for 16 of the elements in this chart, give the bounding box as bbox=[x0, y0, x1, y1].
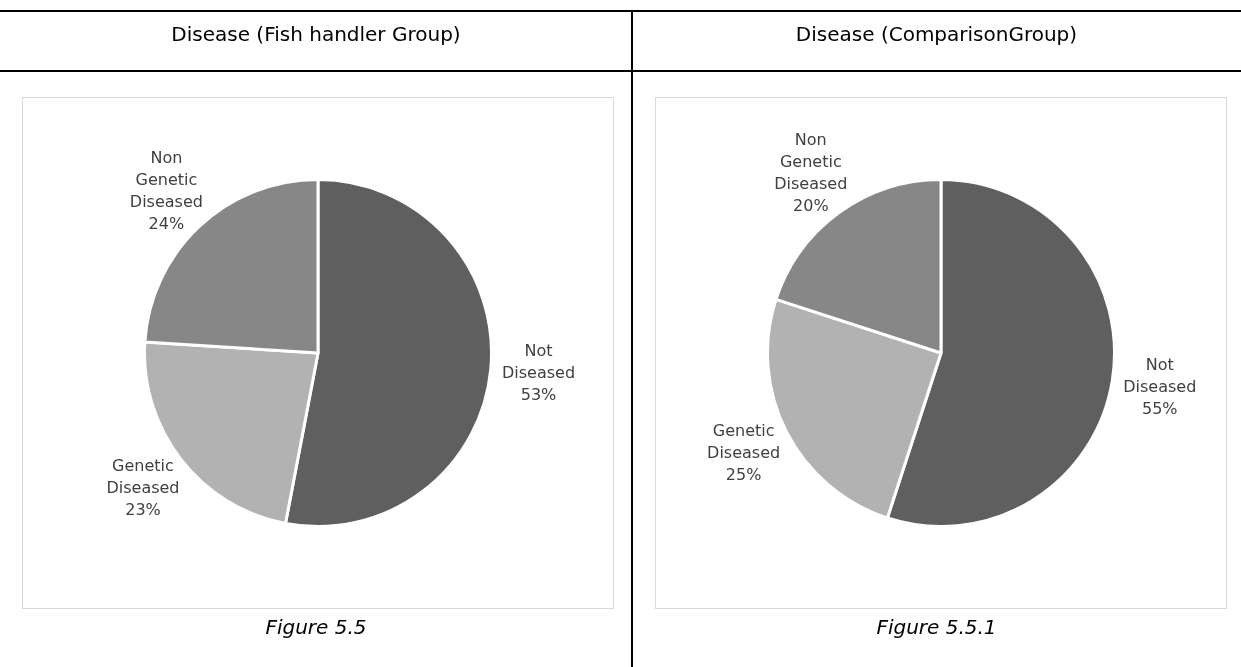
data-label: 24% bbox=[148, 213, 185, 233]
slice-label: Genetic Diseased bbox=[106, 455, 180, 497]
chart-title: Disease (Fish handler Group) bbox=[170, 22, 462, 46]
chart-title: Disease (ComparisonGroup) bbox=[794, 22, 1079, 46]
data-label: 25% bbox=[725, 464, 762, 484]
data-label: 23% bbox=[125, 499, 161, 519]
caption: Figure 5.5.1 bbox=[875, 615, 998, 639]
data-label: 20% bbox=[793, 195, 829, 215]
slice-label: Non Genetic Diseased bbox=[129, 147, 203, 211]
caption: Figure 5.5 bbox=[264, 615, 368, 639]
slice-label: Genetic Diseased bbox=[707, 420, 781, 462]
data-label: 55% bbox=[1141, 398, 1178, 418]
slice-label: Not Diseased bbox=[501, 341, 576, 382]
data-label: 53% bbox=[520, 385, 557, 404]
slice-label: Not Diseased bbox=[1123, 354, 1197, 396]
slice-label: Non Genetic Diseased bbox=[774, 129, 848, 193]
